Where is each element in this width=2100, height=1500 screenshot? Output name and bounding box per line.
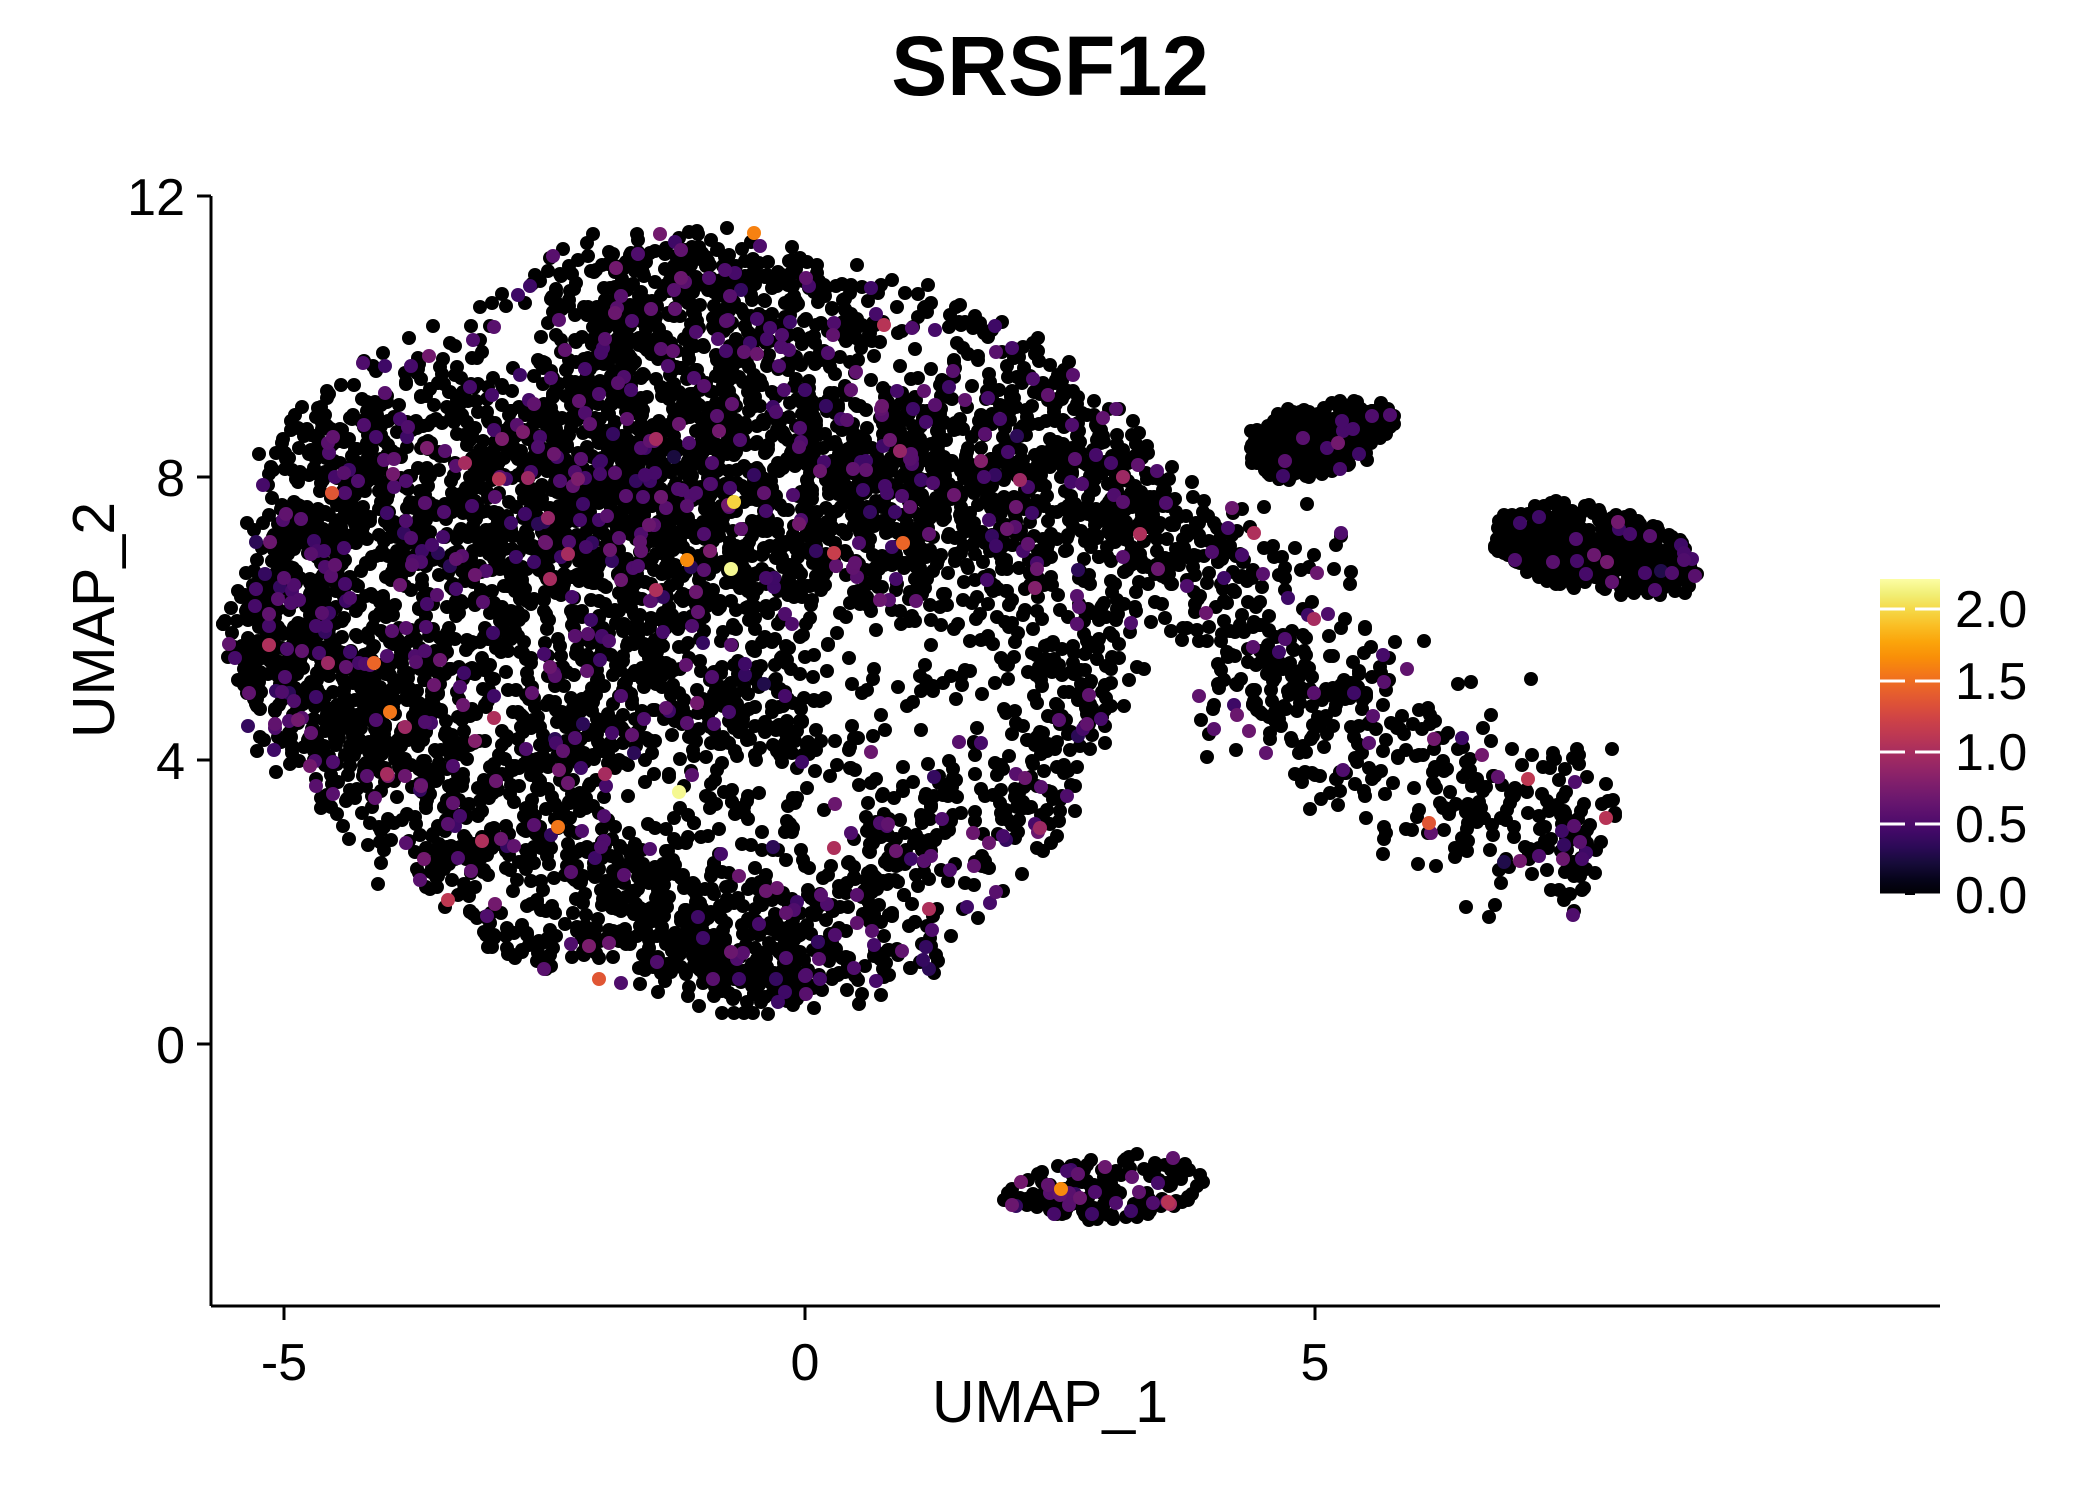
svg-text:4: 4 [156,733,185,791]
svg-text:12: 12 [127,169,185,227]
svg-text:-5: -5 [261,1334,307,1392]
svg-text:0.5: 0.5 [1955,796,2027,854]
svg-text:0.0: 0.0 [1955,867,2027,925]
svg-text:2.0: 2.0 [1955,581,2027,639]
svg-text:8: 8 [156,450,185,508]
svg-text:1.0: 1.0 [1955,724,2027,782]
svg-text:1.5: 1.5 [1955,653,2027,711]
svg-text:5: 5 [1301,1334,1330,1392]
svg-text:0: 0 [791,1334,820,1392]
svg-text:0: 0 [156,1017,185,1075]
